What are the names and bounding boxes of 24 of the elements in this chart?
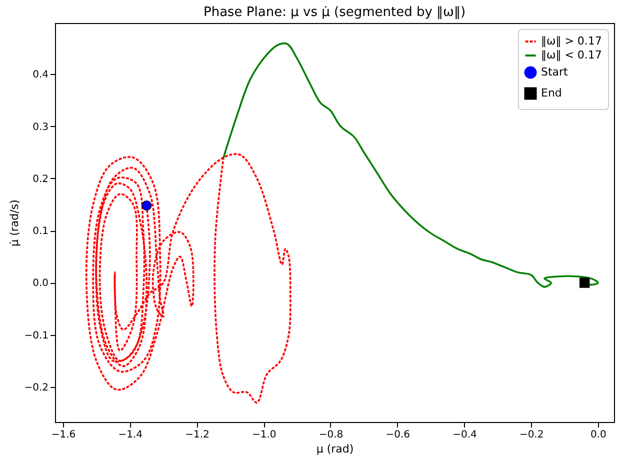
x-tick-label: −0.4 [452, 430, 477, 440]
x-tick-label: 0.0 [590, 430, 606, 440]
chart-title: Phase Plane: μ vs μ̇ (segmented by ‖ω‖) [203, 5, 466, 20]
x-tick-label: −1.4 [118, 430, 143, 440]
x-tick-label: −1.0 [252, 430, 276, 440]
y-tick-label: −0.2 [24, 382, 48, 394]
x-tick-label: −1.6 [51, 430, 76, 440]
x-tick-label: −1.2 [185, 430, 210, 440]
y-axis-title: μ̇ (rad/s) [8, 200, 22, 246]
x-axis-title: μ (rad) [316, 442, 354, 456]
line-series [85, 154, 292, 404]
y-tick-label: 0.0 [32, 278, 48, 290]
x-tick-label: −0.8 [318, 430, 344, 440]
legend-label: Start [541, 66, 569, 78]
y-tick-label: 0.4 [32, 70, 48, 81]
legend-label: ‖ω‖ < 0.17 [541, 48, 602, 62]
y-tick-label: 0.1 [32, 226, 48, 238]
y-tick-label: 0.3 [32, 122, 48, 133]
legend-label: End [541, 86, 562, 100]
x-tick-label: −0.2 [519, 430, 544, 440]
y-tick-label: 0.2 [32, 174, 48, 185]
legend-label: ‖ω‖ > 0.17 [541, 34, 602, 48]
y-tick-label: −0.1 [24, 330, 48, 342]
x-tick-label: −0.6 [386, 430, 410, 440]
